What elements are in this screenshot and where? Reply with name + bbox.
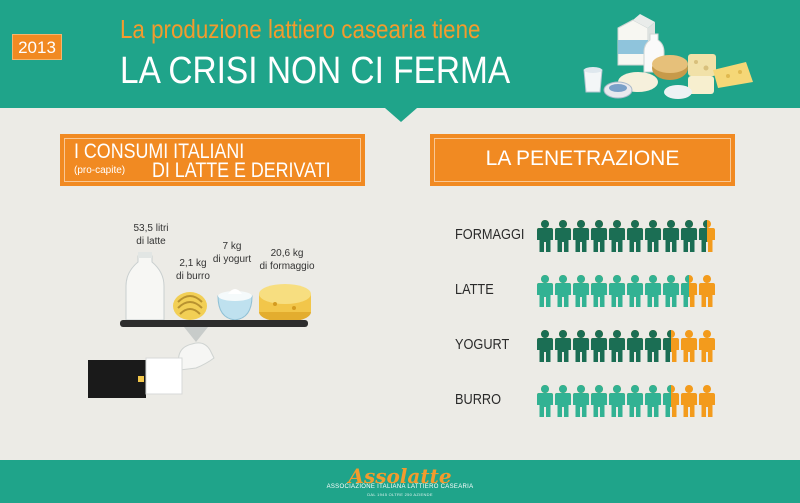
person-icon bbox=[591, 330, 607, 362]
person-icon-orange bbox=[699, 275, 715, 307]
yogurt-bowl-icon bbox=[217, 295, 253, 321]
row-label-formaggi: FORMAGGI bbox=[455, 226, 525, 243]
person-icon bbox=[645, 275, 661, 307]
person-icon bbox=[537, 220, 553, 252]
row-label-latte: LATTE bbox=[455, 281, 494, 298]
butter-quantity-unit: di burro bbox=[176, 271, 210, 282]
people-row-burro bbox=[537, 385, 715, 417]
penetrazione-title-border bbox=[434, 138, 731, 182]
person-icon bbox=[627, 330, 643, 362]
person-icon bbox=[681, 220, 697, 252]
person-icon bbox=[663, 385, 671, 417]
yogurt-quantity-unit: di yogurt bbox=[212, 254, 252, 265]
person-icon bbox=[573, 385, 589, 417]
person-icon bbox=[663, 220, 679, 252]
brand-logo: Assolatte bbox=[348, 464, 452, 488]
person-icon bbox=[699, 220, 707, 252]
people-row-latte bbox=[537, 275, 715, 307]
people-row-yogurt bbox=[537, 330, 715, 362]
person-icon bbox=[573, 330, 589, 362]
footer-band bbox=[0, 460, 800, 503]
penetrazione-title-box: LA PENETRAZIONE bbox=[430, 134, 735, 186]
butter-quantity-value: 2,1 kg bbox=[179, 258, 207, 269]
person-icon bbox=[645, 220, 661, 252]
milk-quantity-label: 53,5 litri di latte bbox=[126, 222, 176, 248]
person-icon bbox=[627, 220, 643, 252]
header-title: LA CRISI NON CI FERMA bbox=[120, 50, 511, 92]
cheese-quantity-label: 20,6 kg di formaggio bbox=[252, 247, 322, 273]
person-icon bbox=[645, 385, 661, 417]
sleeve-icon bbox=[88, 360, 146, 398]
person-icon bbox=[537, 275, 553, 307]
person-icon bbox=[663, 330, 671, 362]
tray-illustration bbox=[88, 252, 311, 398]
milk-quantity-value: 53,5 litri bbox=[133, 223, 169, 234]
yogurt-quantity-label: 7 kg di yogurt bbox=[207, 240, 257, 266]
person-icon bbox=[609, 220, 625, 252]
person-icon bbox=[681, 275, 689, 307]
person-icon bbox=[627, 385, 643, 417]
cheese-quantity-unit: di formaggio bbox=[259, 261, 315, 272]
person-icon-orange bbox=[699, 385, 715, 417]
header-notch bbox=[385, 108, 417, 122]
milk-bottle-icon bbox=[125, 255, 165, 321]
header-subtitle: La produzione lattiero casearia tiene bbox=[120, 14, 481, 44]
person-icon-orange bbox=[681, 330, 697, 362]
person-icon bbox=[627, 275, 643, 307]
consumi-title-box: I CONSUMI ITALIANI (pro-capite) DI LATTE… bbox=[60, 134, 365, 186]
yogurt-cup-icon bbox=[583, 69, 603, 93]
brand-tagline: ASSOCIAZIONE ITALIANA LATTIERO CASEARIA bbox=[326, 484, 474, 490]
person-icon bbox=[609, 330, 625, 362]
person-icon-orange bbox=[699, 330, 715, 362]
consumi-title-border bbox=[64, 138, 361, 182]
person-icon bbox=[591, 275, 607, 307]
person-icon bbox=[591, 385, 607, 417]
brand-tagline-2: DAL 1945 OLTRE 250 AZIENDE bbox=[367, 492, 433, 497]
person-icon bbox=[663, 275, 679, 307]
year-badge: 2013 bbox=[12, 34, 62, 60]
person-icon bbox=[573, 220, 589, 252]
dairy-products-illustration bbox=[583, 14, 753, 99]
person-icon-orange bbox=[681, 385, 697, 417]
person-icon bbox=[573, 275, 589, 307]
yogurt-quantity-value: 7 kg bbox=[222, 241, 242, 252]
penetrazione-title: LA PENETRAZIONE bbox=[485, 147, 680, 170]
butter-quantity-label: 2,1 kg di burro bbox=[168, 257, 218, 283]
person-icon bbox=[609, 275, 625, 307]
consumi-title-line2: DI LATTE E DERIVATI bbox=[152, 159, 331, 182]
cheese-quantity-value: 20,6 kg bbox=[270, 248, 304, 259]
row-label-burro: BURRO bbox=[455, 391, 502, 408]
tray-icon bbox=[120, 320, 308, 327]
milk-quantity-unit: di latte bbox=[136, 236, 166, 247]
person-icon bbox=[555, 385, 571, 417]
person-icon bbox=[537, 385, 553, 417]
consumi-title-small: (pro-capite) bbox=[74, 165, 126, 176]
person-icon bbox=[537, 330, 553, 362]
consumi-title-line1: I CONSUMI ITALIANI bbox=[74, 140, 245, 163]
row-label-yogurt: YOGURT bbox=[455, 336, 510, 353]
person-icon bbox=[591, 220, 607, 252]
people-row-formaggi bbox=[537, 220, 715, 252]
person-icon bbox=[609, 385, 625, 417]
person-icon bbox=[555, 330, 571, 362]
person-icon bbox=[645, 330, 661, 362]
person-icon bbox=[555, 275, 571, 307]
person-icon bbox=[555, 220, 571, 252]
glove-icon bbox=[178, 342, 215, 371]
